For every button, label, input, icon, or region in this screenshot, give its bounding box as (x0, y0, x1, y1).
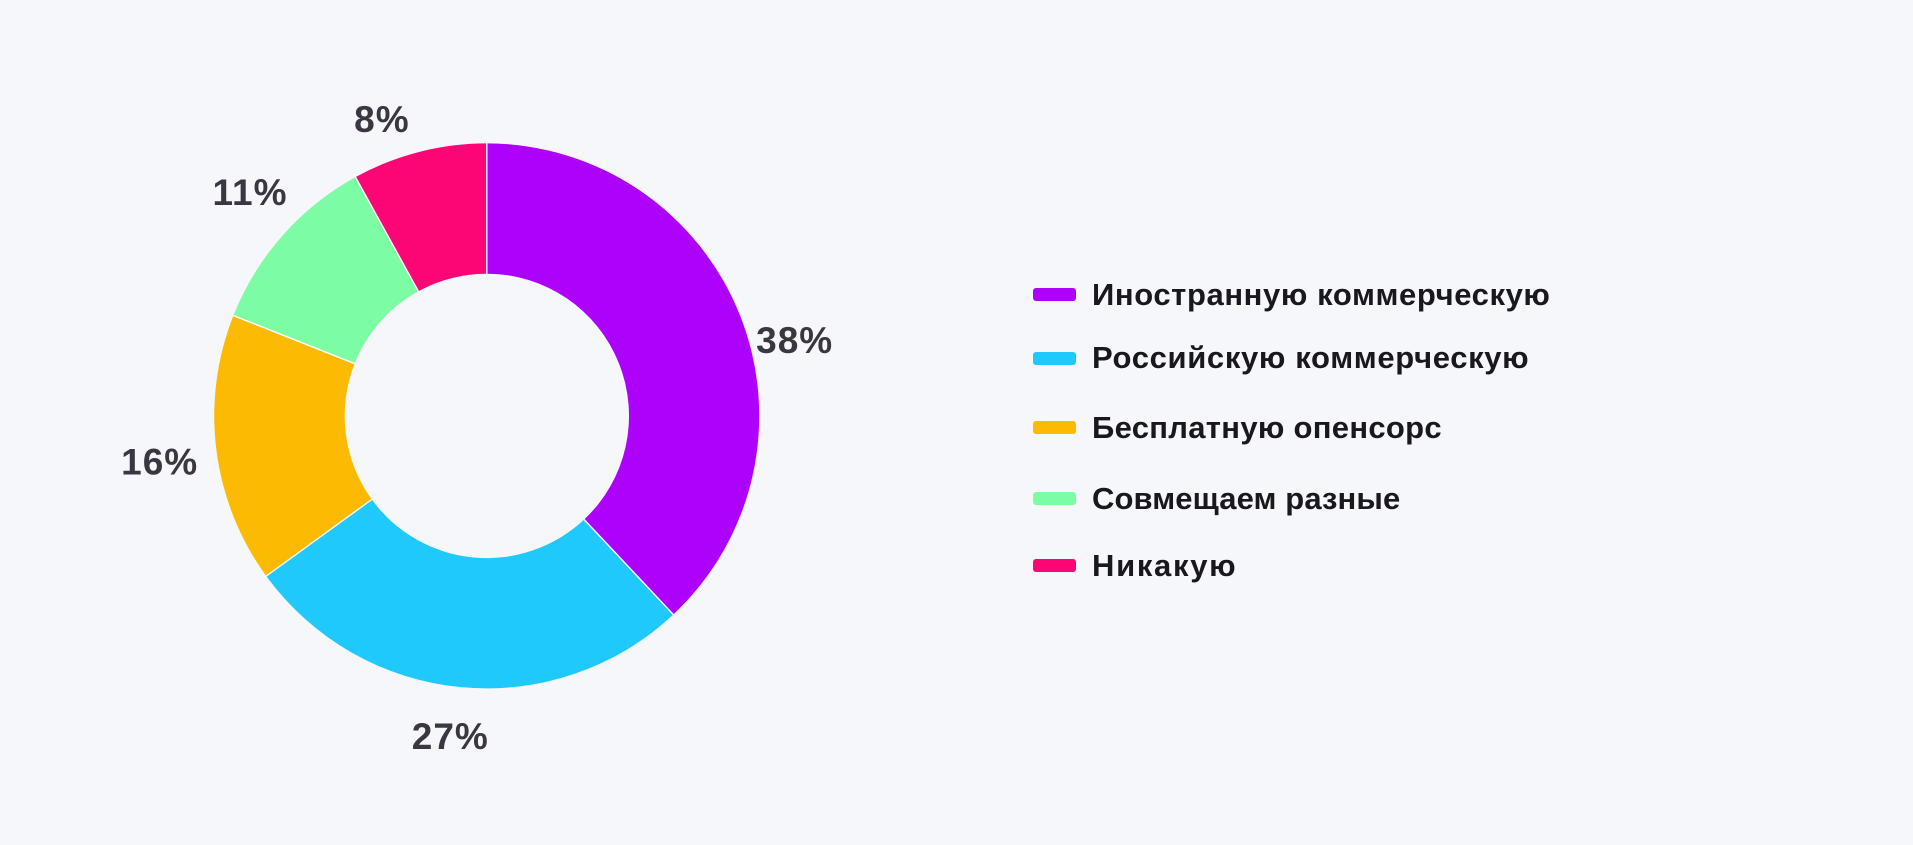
svg-text:8%: 8% (354, 99, 409, 140)
svg-text:38%: 38% (756, 320, 833, 361)
svg-text:27%: 27% (412, 716, 489, 757)
svg-text:16%: 16% (121, 442, 198, 483)
svg-text:11%: 11% (212, 172, 287, 213)
